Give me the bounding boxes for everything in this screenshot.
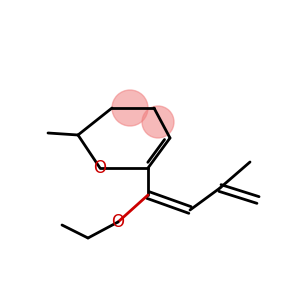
Circle shape: [112, 90, 148, 126]
Text: O: O: [112, 213, 124, 231]
Circle shape: [142, 106, 174, 138]
Text: O: O: [94, 159, 106, 177]
